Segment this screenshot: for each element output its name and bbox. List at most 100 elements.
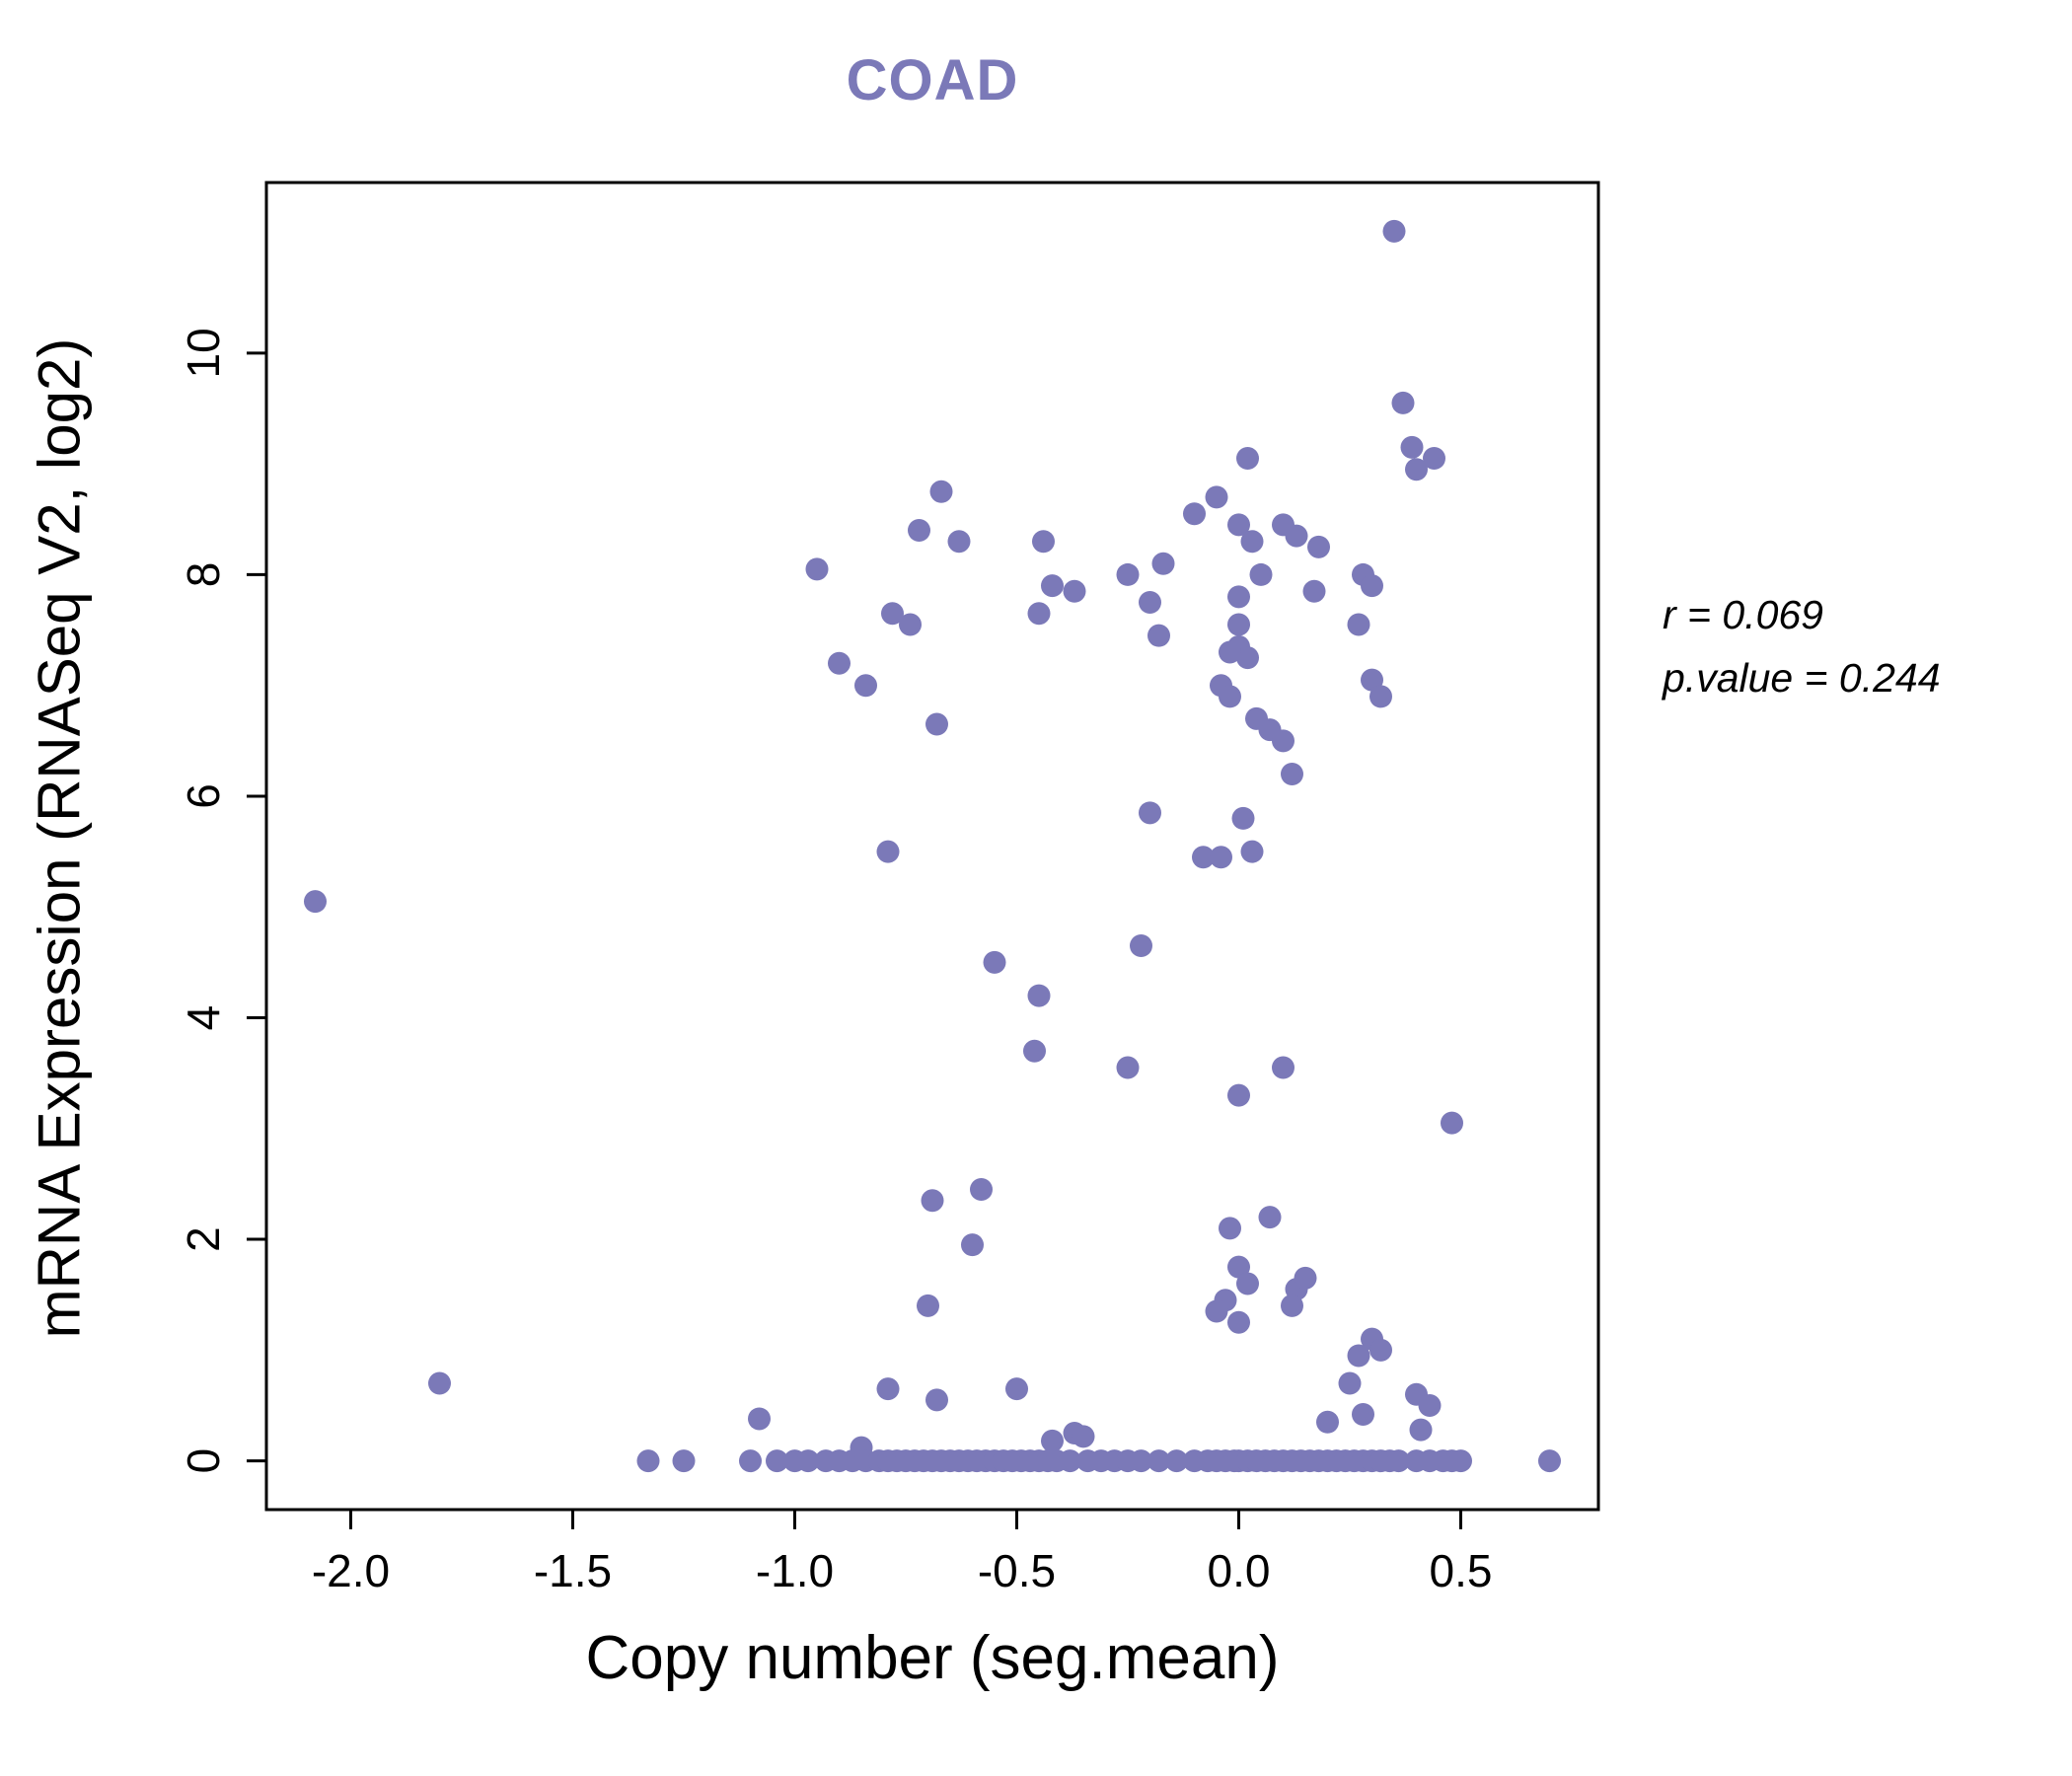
- data-point: [1139, 591, 1161, 615]
- data-point: [1338, 1371, 1362, 1395]
- data-point: [1116, 562, 1140, 586]
- data-point: [947, 530, 971, 554]
- data-point: [1258, 1206, 1282, 1229]
- data-point: [961, 1233, 984, 1257]
- data-point: [1210, 846, 1232, 869]
- data-point: [1294, 1266, 1317, 1290]
- data-point: [1281, 763, 1303, 786]
- data-point: [1151, 552, 1175, 575]
- data-point: [1236, 646, 1259, 670]
- data-point: [1369, 1338, 1392, 1362]
- data-point: [917, 1294, 939, 1317]
- data-point: [1405, 458, 1428, 481]
- data-point: [899, 613, 922, 636]
- data-point: [1281, 1294, 1303, 1317]
- x-tick-label: -0.5: [978, 1545, 1056, 1596]
- data-point: [908, 519, 930, 543]
- data-point: [1219, 1217, 1241, 1240]
- y-tick-label: 4: [178, 1005, 229, 1031]
- data-point: [1423, 447, 1445, 471]
- data-point: [1219, 640, 1241, 664]
- data-point: [876, 840, 900, 863]
- data-point: [970, 1178, 993, 1202]
- data-point: [1130, 934, 1152, 958]
- data-point: [929, 480, 953, 503]
- data-point: [1139, 801, 1161, 825]
- data-point: [1147, 1449, 1170, 1473]
- data-point: [1227, 1255, 1250, 1279]
- plot-box: [264, 181, 1600, 1512]
- data-point: [1409, 1418, 1433, 1442]
- x-axis-label: Copy number (seg.mean): [585, 1624, 1280, 1692]
- data-point: [921, 1189, 944, 1213]
- data-point: [1236, 1272, 1259, 1295]
- data-point: [983, 950, 1006, 974]
- data-point: [1027, 602, 1051, 626]
- data-point: [881, 602, 904, 626]
- data-point: [1227, 1310, 1250, 1334]
- data-point: [1183, 502, 1206, 526]
- data-point: [1227, 585, 1250, 609]
- data-point: [1219, 685, 1241, 708]
- data-point: [1400, 435, 1424, 459]
- stats-annotation: r = 0.069 p.value = 0.244: [1663, 584, 1941, 709]
- y-tick-label: 8: [178, 562, 229, 588]
- data-point: [1391, 391, 1415, 414]
- data-point: [1116, 1056, 1140, 1079]
- data-point: [766, 1449, 788, 1473]
- data-point: [1059, 1449, 1081, 1473]
- p-value-text: p.value = 0.244: [1663, 654, 1941, 701]
- data-point: [672, 1449, 696, 1473]
- data-point: [1227, 1083, 1250, 1107]
- data-point: [1240, 840, 1264, 863]
- data-point: [1272, 1056, 1295, 1079]
- data-point: [1387, 1449, 1410, 1473]
- y-tick-label: 6: [178, 783, 229, 809]
- data-point: [1165, 1449, 1188, 1473]
- y-tick-label: 10: [178, 328, 229, 378]
- data-point: [1205, 485, 1228, 509]
- data-point: [796, 1449, 820, 1473]
- data-point: [1347, 613, 1370, 636]
- data-point: [1382, 219, 1406, 243]
- data-point: [1236, 447, 1259, 471]
- data-point: [1361, 574, 1383, 598]
- data-point: [925, 712, 948, 736]
- data-point: [1418, 1393, 1442, 1417]
- data-point: [739, 1449, 762, 1473]
- plot-title: COAD: [846, 48, 1019, 112]
- data-point: [1023, 1039, 1046, 1063]
- data-point: [1369, 685, 1392, 708]
- data-point: [1538, 1449, 1561, 1473]
- data-point: [304, 890, 327, 914]
- r-value-text: r = 0.069: [1663, 592, 1823, 637]
- data-point: [925, 1388, 948, 1412]
- data-point: [854, 674, 877, 698]
- data-point: [1361, 668, 1383, 692]
- data-point: [428, 1371, 451, 1395]
- data-point: [1307, 535, 1330, 558]
- data-point: [1227, 613, 1250, 636]
- data-point: [828, 651, 851, 675]
- data-point: [1240, 530, 1264, 554]
- x-tick-label: 0.5: [1430, 1545, 1493, 1596]
- data-point: [1147, 624, 1170, 647]
- data-point: [636, 1449, 660, 1473]
- data-point: [1130, 1449, 1152, 1473]
- data-point: [1249, 562, 1273, 586]
- data-point: [1041, 574, 1064, 598]
- data-point: [1352, 1402, 1374, 1426]
- data-point: [1041, 1429, 1064, 1452]
- data-point: [748, 1407, 771, 1431]
- data-point: [1227, 513, 1250, 537]
- data-point: [1347, 1344, 1370, 1368]
- data-point: [1205, 1299, 1228, 1323]
- data-point: [1285, 524, 1308, 548]
- x-tick-label: -1.5: [534, 1545, 612, 1596]
- data-point: [1449, 1449, 1472, 1473]
- y-tick-label: 0: [178, 1448, 229, 1474]
- data-point: [1005, 1377, 1028, 1401]
- x-tick-label: 0.0: [1208, 1545, 1271, 1596]
